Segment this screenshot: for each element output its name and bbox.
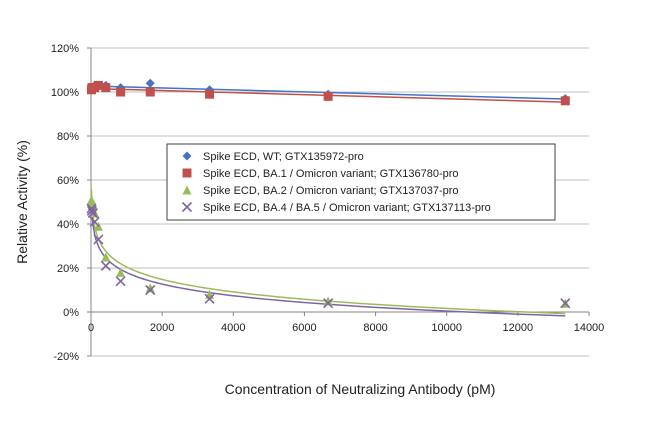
y-tick-label: 40% [57,219,79,231]
y-tick-label: 0% [63,307,79,319]
data-point-series-3 [87,197,97,207]
legend-marker-series-2 [182,168,192,178]
y-tick-label: 60% [57,175,79,187]
data-point-series-4 [115,276,126,287]
data-point-series-2 [323,91,333,101]
data-point-series-3 [205,289,215,299]
x-tick-label: 4000 [221,322,245,334]
data-point-series-2 [145,87,155,97]
tick-labels: -20% 0% 20% 40% 60% 80% 100% 120% 0 2000 4000 6000 8… [51,43,604,363]
data-point-series-3 [116,267,126,277]
x-tick-label: 6000 [292,322,316,334]
data-point-series-4 [145,284,156,296]
legend-box [166,143,556,221]
data-point-series-3 [145,283,155,293]
data-points [86,78,571,309]
data-point-series-4 [87,207,98,219]
data-point-series-4-stroke [86,205,97,216]
legend-marker-series-4 [181,201,193,213]
data-point-series-4-stroke [89,216,100,227]
data-point-series-4-stroke [87,207,98,219]
legend-label-series-3: Spike ECD, BA.2 / Omicron variant; GTX13… [203,185,459,197]
legend-marker-series-1 [182,151,192,161]
y-tick-label: 80% [57,131,79,143]
x-tick-label: 12000 [503,322,534,334]
y-tick-label: 120% [51,43,79,55]
legend: Spike ECD, WT; GTX135972-pro Spike ECD, B… [166,143,556,221]
x-tick-label: 14000 [574,322,605,334]
data-point-series-2 [93,80,103,90]
data-point-series-3 [323,296,333,306]
data-point-series-2 [205,89,215,99]
data-point-series-4-stroke [204,293,215,304]
y-tick-label: 100% [51,87,79,99]
data-point-series-4 [86,205,97,216]
data-point-series-4-stroke [93,234,104,245]
data-point-series-2 [116,87,126,97]
data-point-series-4-stroke [145,284,156,296]
legend-label-series-4: Spike ECD, BA.4 / BA.5 / Omicron variant… [203,202,491,214]
y-tick-label: -20% [53,351,79,363]
legend-marker-series-4-stroke [181,201,193,213]
legend-marker-series-3 [182,185,192,195]
data-point-series-4-stroke [86,203,97,214]
y-tick-label: 20% [57,263,79,275]
data-point-series-4-stroke [323,298,334,309]
data-point-series-3 [101,252,111,262]
data-point-series-4-stroke [115,276,126,287]
data-point-series-4 [204,293,215,304]
legend-label-series-2: Spike ECD, BA.1 / Omicron variant; GTX13… [203,168,459,180]
data-point-series-2 [101,83,111,93]
x-tick-label: 0 [88,322,94,334]
data-point-series-1 [145,78,155,88]
data-point-series-4 [89,216,100,227]
data-point-series-4-stroke [100,260,111,271]
data-point-series-4-stroke [560,298,571,309]
x-tick-label: 8000 [363,322,387,334]
data-point-series-2 [560,96,570,106]
x-tick-label: 2000 [150,322,174,334]
data-point-series-4 [560,298,571,309]
y-axis-title: Relative Activity (%) [14,140,30,264]
data-point-series-4 [100,260,111,271]
x-tick-label: 10000 [431,322,462,334]
legend-label-series-1: Spike ECD, WT; GTX135972-pro [203,151,364,163]
data-point-series-4 [93,234,104,245]
data-point-series-4 [323,298,334,309]
x-axis-title: Concentration of Neutralizing Antibody (… [225,381,496,397]
